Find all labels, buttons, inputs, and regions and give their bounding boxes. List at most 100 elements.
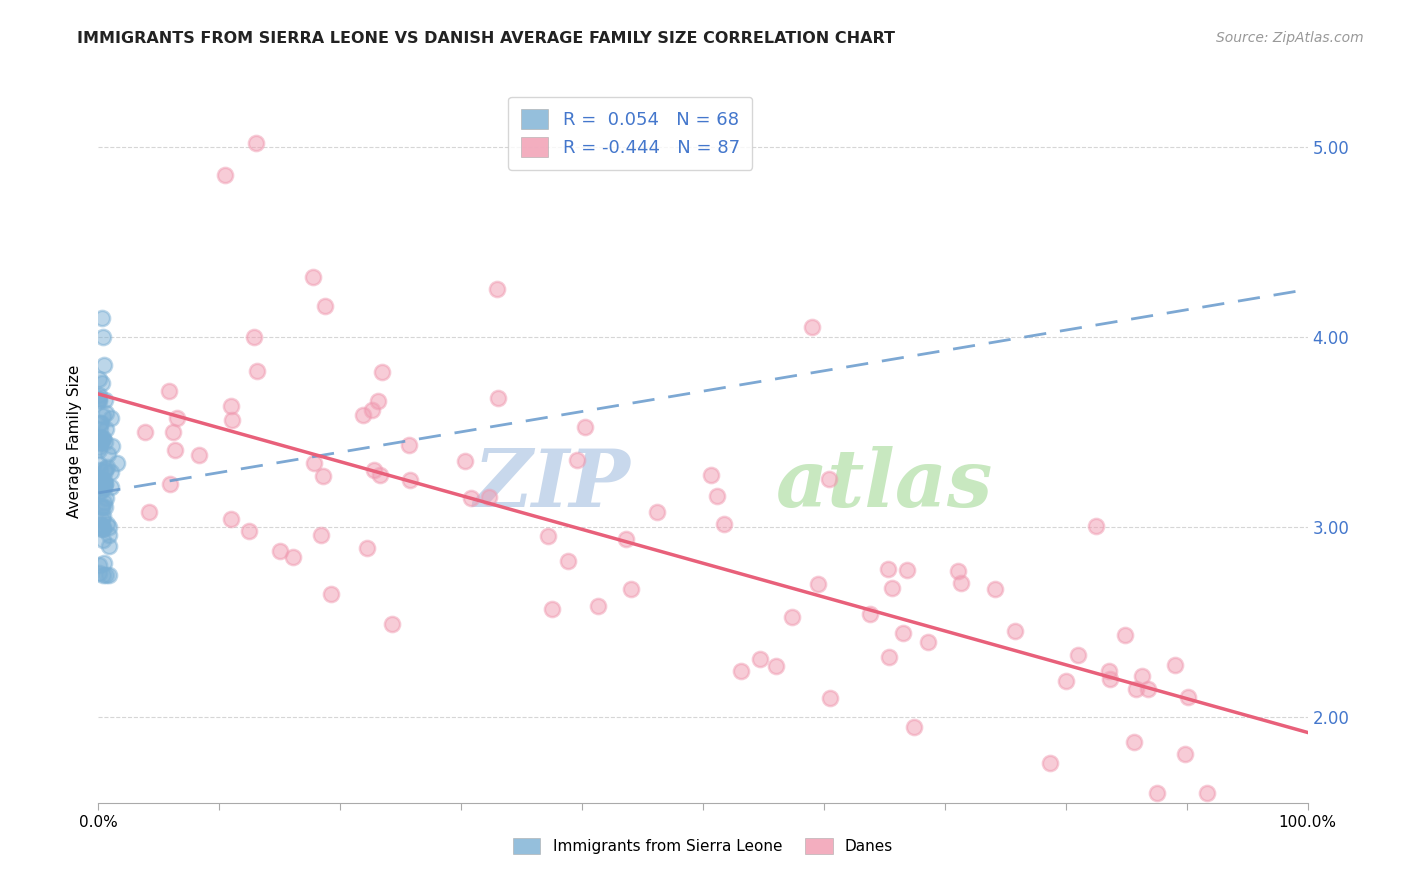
Point	[1174, 747, 1197, 761]
Point	[91, 500, 114, 515]
Point	[398, 438, 420, 452]
Point	[159, 477, 181, 491]
Point	[1067, 648, 1090, 662]
Point	[1123, 734, 1146, 748]
Point	[93, 557, 115, 571]
Point	[1097, 665, 1119, 679]
Point	[1004, 624, 1026, 639]
Point	[87, 566, 110, 580]
Point	[730, 664, 752, 678]
Point	[567, 453, 589, 467]
Point	[96, 459, 118, 474]
Point	[87, 392, 110, 407]
Point	[243, 330, 266, 344]
Point	[96, 567, 118, 582]
Point	[90, 517, 112, 532]
Point	[89, 463, 111, 477]
Point	[100, 480, 122, 494]
Point	[221, 413, 243, 427]
Point	[97, 528, 120, 542]
Point	[246, 364, 269, 378]
Point	[91, 509, 114, 524]
Point	[94, 435, 117, 450]
Point	[765, 659, 787, 673]
Text: Source: ZipAtlas.com: Source: ZipAtlas.com	[1216, 31, 1364, 45]
Point	[478, 490, 501, 504]
Text: ZIP: ZIP	[474, 446, 630, 524]
Point	[90, 435, 112, 450]
Point	[163, 443, 186, 458]
Point	[87, 471, 110, 485]
Point	[89, 517, 111, 532]
Point	[283, 550, 305, 565]
Point	[91, 409, 114, 423]
Point	[1163, 658, 1185, 673]
Point	[574, 420, 596, 434]
Point	[749, 651, 772, 665]
Point	[221, 399, 243, 413]
Point	[87, 558, 110, 573]
Point	[586, 599, 609, 614]
Point	[100, 411, 122, 425]
Point	[90, 480, 112, 494]
Point	[87, 442, 110, 457]
Point	[166, 411, 188, 425]
Text: atlas: atlas	[776, 446, 993, 524]
Point	[89, 430, 111, 444]
Point	[89, 388, 111, 402]
Point	[134, 425, 156, 439]
Point	[97, 539, 120, 553]
Point	[1137, 681, 1160, 696]
Point	[541, 601, 564, 615]
Point	[1114, 628, 1136, 642]
Point	[1177, 690, 1199, 704]
Point	[460, 491, 482, 505]
Point	[157, 384, 180, 398]
Point	[486, 391, 509, 405]
Point	[486, 282, 509, 296]
Point	[91, 474, 114, 488]
Point	[903, 720, 925, 734]
Point	[91, 376, 114, 390]
Point	[89, 483, 111, 498]
Point	[91, 511, 114, 525]
Point	[269, 544, 291, 558]
Point	[917, 635, 939, 649]
Point	[713, 516, 735, 531]
Point	[381, 616, 404, 631]
Point	[90, 477, 112, 491]
Point	[162, 425, 184, 439]
Y-axis label: Average Family Size: Average Family Size	[66, 365, 82, 518]
Point	[93, 479, 115, 493]
Point	[780, 610, 803, 624]
Point	[93, 432, 115, 446]
Point	[91, 330, 114, 344]
Point	[105, 456, 128, 470]
Point	[645, 506, 668, 520]
Point	[87, 441, 110, 455]
Point	[882, 581, 904, 595]
Point	[94, 406, 117, 420]
Point	[817, 472, 839, 486]
Point	[1146, 786, 1168, 800]
Point	[360, 402, 382, 417]
Point	[1054, 674, 1077, 689]
Point	[1098, 673, 1121, 687]
Point	[245, 136, 267, 150]
Point	[950, 575, 973, 590]
Point	[1084, 519, 1107, 533]
Point	[557, 554, 579, 568]
Point	[93, 500, 115, 515]
Point	[314, 299, 336, 313]
Point	[800, 320, 823, 334]
Point	[302, 456, 325, 470]
Point	[319, 587, 342, 601]
Point	[614, 532, 637, 546]
Point	[221, 512, 243, 526]
Point	[893, 626, 915, 640]
Point	[94, 393, 117, 408]
Point	[188, 448, 211, 462]
Point	[302, 270, 325, 285]
Point	[536, 529, 558, 543]
Point	[1125, 681, 1147, 696]
